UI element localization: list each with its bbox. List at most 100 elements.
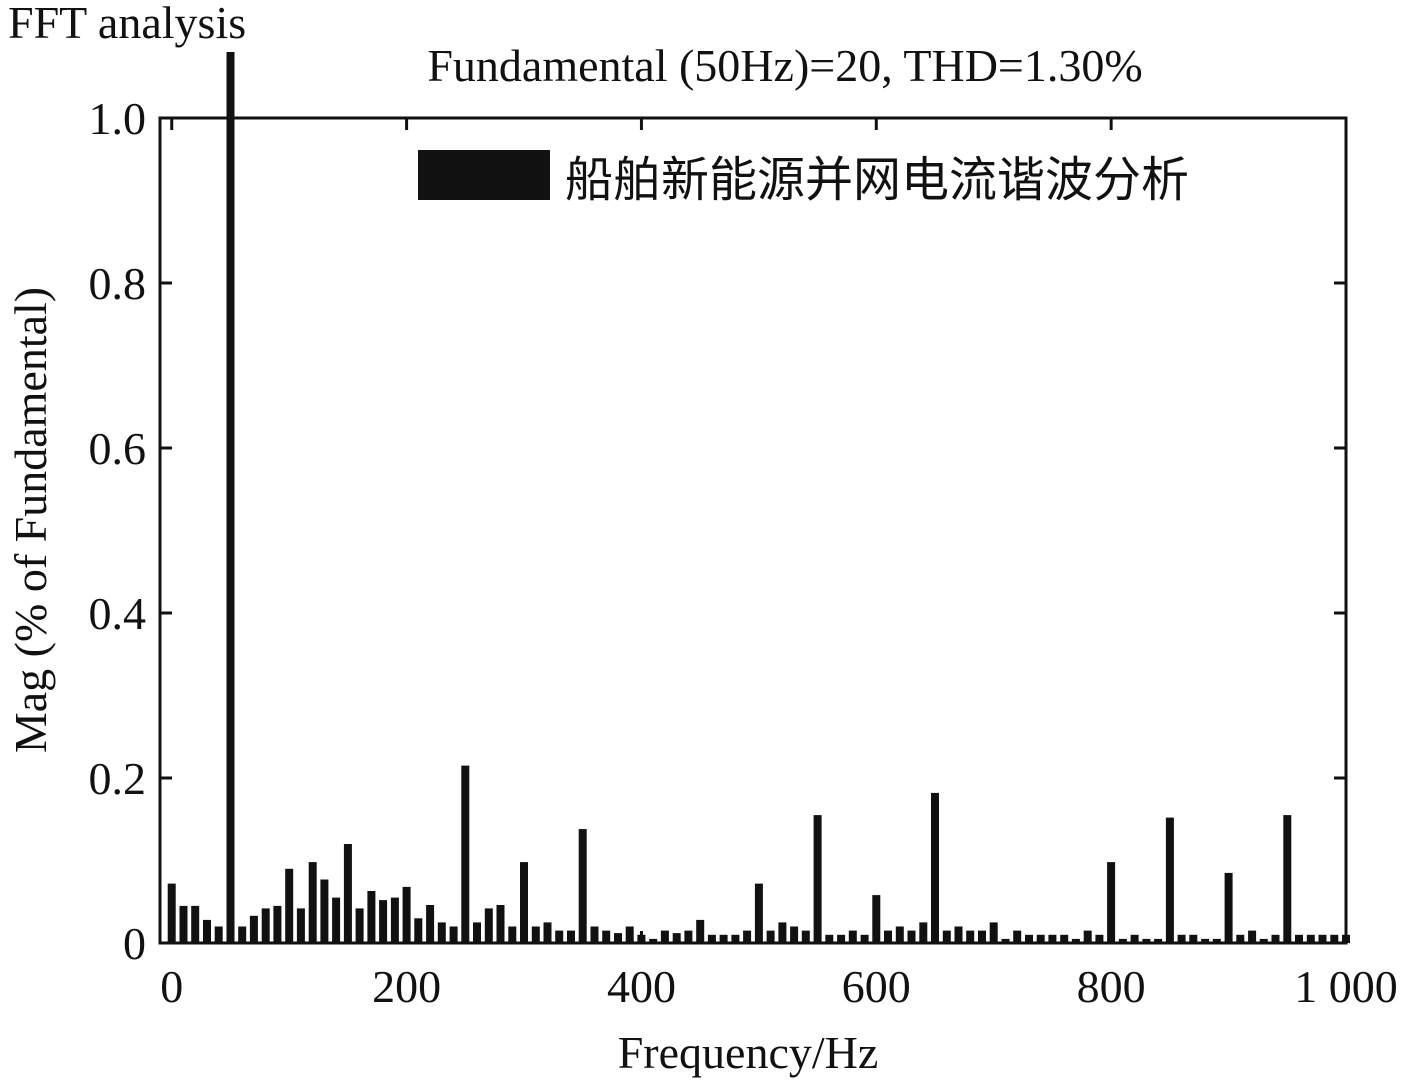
bar-690hz <box>978 930 986 943</box>
bar-710hz <box>1001 938 1010 943</box>
x-tick-label: 0 <box>160 961 183 1012</box>
bar-590hz <box>860 934 869 944</box>
bar-470hz <box>719 934 728 944</box>
bar-100hz <box>285 868 294 944</box>
x-tick-label: 600 <box>842 961 911 1012</box>
bar-140hz <box>332 897 341 943</box>
window-title: FFT analysis <box>8 0 246 48</box>
bar-170hz <box>367 891 376 943</box>
bar-760hz <box>1060 934 1069 944</box>
x-tick-labels: 0 200 400 600 800 1 000 <box>160 961 1398 1012</box>
tick-marks <box>160 116 1348 945</box>
y-tick-label: 0.6 <box>89 423 147 474</box>
bar-270hz <box>484 908 493 943</box>
x-tick-label: 400 <box>607 961 676 1012</box>
bar-610hz <box>884 930 892 943</box>
bar-110hz <box>296 908 305 943</box>
bar-180hz <box>379 900 388 943</box>
bar-20hz <box>191 905 200 943</box>
bar-820hz <box>1130 934 1139 944</box>
bar-10hz <box>179 905 188 943</box>
bar-540hz <box>801 930 810 943</box>
y-tick-label: 0 <box>123 918 146 969</box>
bar-630hz <box>907 930 916 943</box>
x-tick-label: 1 000 <box>1294 961 1398 1012</box>
y-tick-label: 1.0 <box>89 93 147 144</box>
bar-210hz <box>414 918 423 944</box>
bar-530hz <box>790 926 799 943</box>
bar-680hz <box>966 930 975 943</box>
bar-370hz <box>602 930 611 943</box>
bar-200hz <box>402 886 411 943</box>
bar-40hz <box>214 926 223 943</box>
bar-380hz <box>614 933 622 943</box>
legend: 船舶新能源并网电流谐波分析 <box>418 150 1189 207</box>
bar-490hz <box>743 930 752 943</box>
bar-900hz <box>1224 872 1233 943</box>
bar-870hz <box>1189 934 1198 944</box>
bar-500hz <box>754 883 763 943</box>
bar-570hz <box>837 934 846 944</box>
bar-390hz <box>625 926 634 943</box>
plot-area-frame <box>158 116 1348 945</box>
bar-560hz <box>825 934 834 944</box>
bar-700hz <box>989 922 998 943</box>
bar-280hz <box>496 905 505 943</box>
bar-550hz <box>813 815 822 943</box>
bar-80hz <box>261 908 270 943</box>
bar-330hz <box>555 930 564 943</box>
bar-0hz <box>167 883 176 943</box>
bar-410hz <box>649 938 658 943</box>
legend-label: 船舶新能源并网电流谐波分析 <box>565 154 1189 207</box>
bar-480hz <box>731 934 740 944</box>
bar-260hz <box>473 922 481 943</box>
bar-70hz <box>249 915 258 943</box>
bar-340hz <box>567 930 575 943</box>
bar-120hz <box>308 862 317 943</box>
bar-940hz <box>1271 934 1280 944</box>
bar-990hz <box>1330 934 1339 944</box>
y-tick-label: 0.2 <box>89 753 147 804</box>
bar-360hz <box>590 926 599 943</box>
bar-220hz <box>426 905 435 943</box>
bar-150hz <box>343 844 352 943</box>
bar-30hz <box>203 919 211 943</box>
bar-620hz <box>895 926 904 943</box>
bar-800hz <box>1107 862 1116 943</box>
bar-830hz <box>1142 938 1151 943</box>
bar-230hz <box>437 922 446 943</box>
bar-510hz <box>766 930 775 943</box>
bar-980hz <box>1318 934 1327 944</box>
bar-920hz <box>1248 930 1257 943</box>
bar-740hz <box>1036 934 1045 944</box>
bar-840hz <box>1154 938 1163 943</box>
bar-890hz <box>1212 938 1221 943</box>
x-axis-label: Frequency/Hz <box>618 1027 879 1078</box>
bar-520hz <box>778 922 787 943</box>
bar-430hz <box>672 933 681 943</box>
y-tick-label: 0.4 <box>89 588 147 639</box>
bar-750hz <box>1048 934 1057 944</box>
bar-770hz <box>1071 938 1080 943</box>
bar-420hz <box>660 930 669 943</box>
bar-780hz <box>1083 930 1092 943</box>
bar-290hz <box>508 926 517 943</box>
bar-960hz <box>1295 934 1303 944</box>
y-tick-labels: 0 0.2 0.4 0.6 0.8 1.0 <box>89 93 147 969</box>
bar-910hz <box>1236 934 1245 944</box>
x-tick-label: 200 <box>372 961 441 1012</box>
bar-90hz <box>273 905 282 943</box>
bar-250hz <box>461 765 470 943</box>
bar-50hz <box>226 52 235 943</box>
bar-190hz <box>390 897 399 943</box>
bar-650hz <box>931 792 939 943</box>
bars-group <box>167 52 1350 944</box>
chart-title: Fundamental (50Hz)=20, THD=1.30% <box>427 40 1142 91</box>
bar-160hz <box>355 908 364 943</box>
bar-660hz <box>942 930 951 943</box>
bar-300hz <box>520 862 528 943</box>
bar-320hz <box>543 922 552 943</box>
bar-810hz <box>1118 938 1127 943</box>
bar-310hz <box>531 926 540 943</box>
bar-880hz <box>1201 938 1210 943</box>
